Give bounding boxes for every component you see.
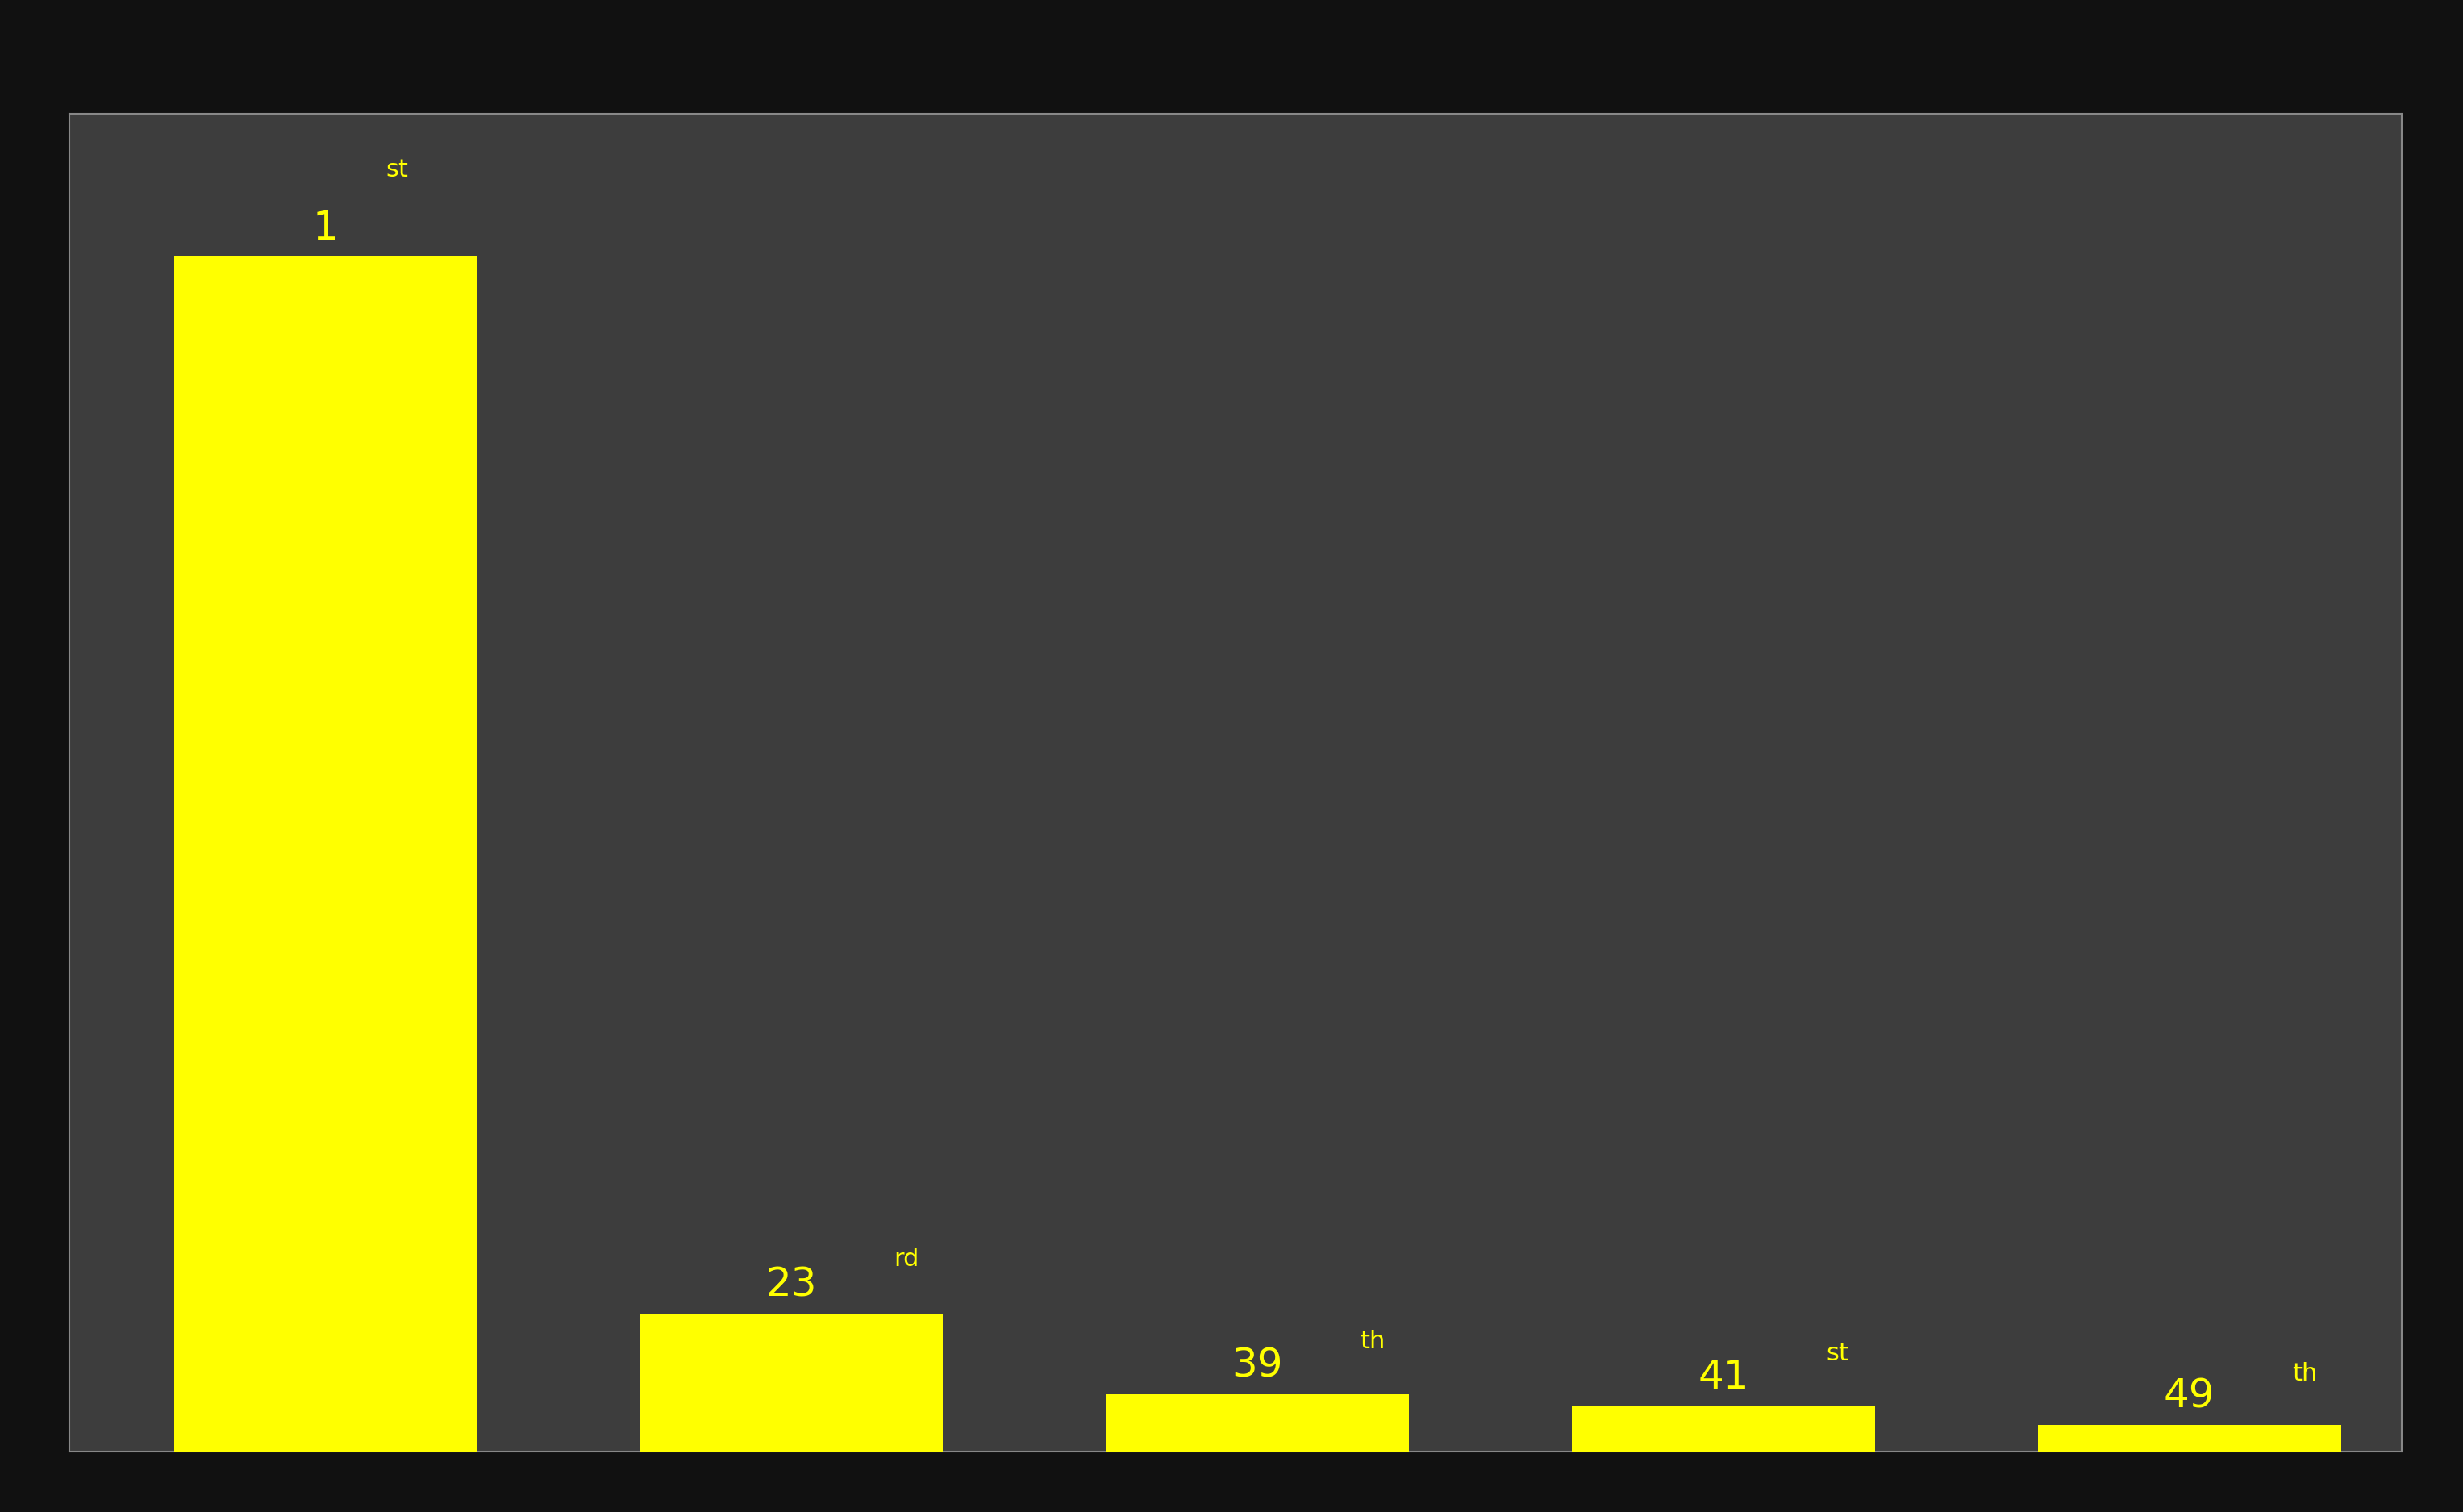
Text: th: th xyxy=(1360,1329,1384,1353)
Text: 23: 23 xyxy=(766,1266,818,1305)
Bar xyxy=(640,1314,943,1452)
Text: 39: 39 xyxy=(1232,1346,1283,1385)
Text: 49: 49 xyxy=(2165,1377,2214,1415)
Bar xyxy=(2037,1426,2340,1452)
Text: st: st xyxy=(387,159,409,181)
Text: 41: 41 xyxy=(1697,1358,1749,1397)
Text: th: th xyxy=(2293,1362,2318,1385)
Bar xyxy=(175,257,478,1452)
Text: 1: 1 xyxy=(313,209,337,246)
Bar xyxy=(1106,1394,1409,1452)
Text: st: st xyxy=(1825,1343,1847,1365)
Text: rd: rd xyxy=(894,1247,919,1270)
Bar xyxy=(1571,1406,1874,1452)
